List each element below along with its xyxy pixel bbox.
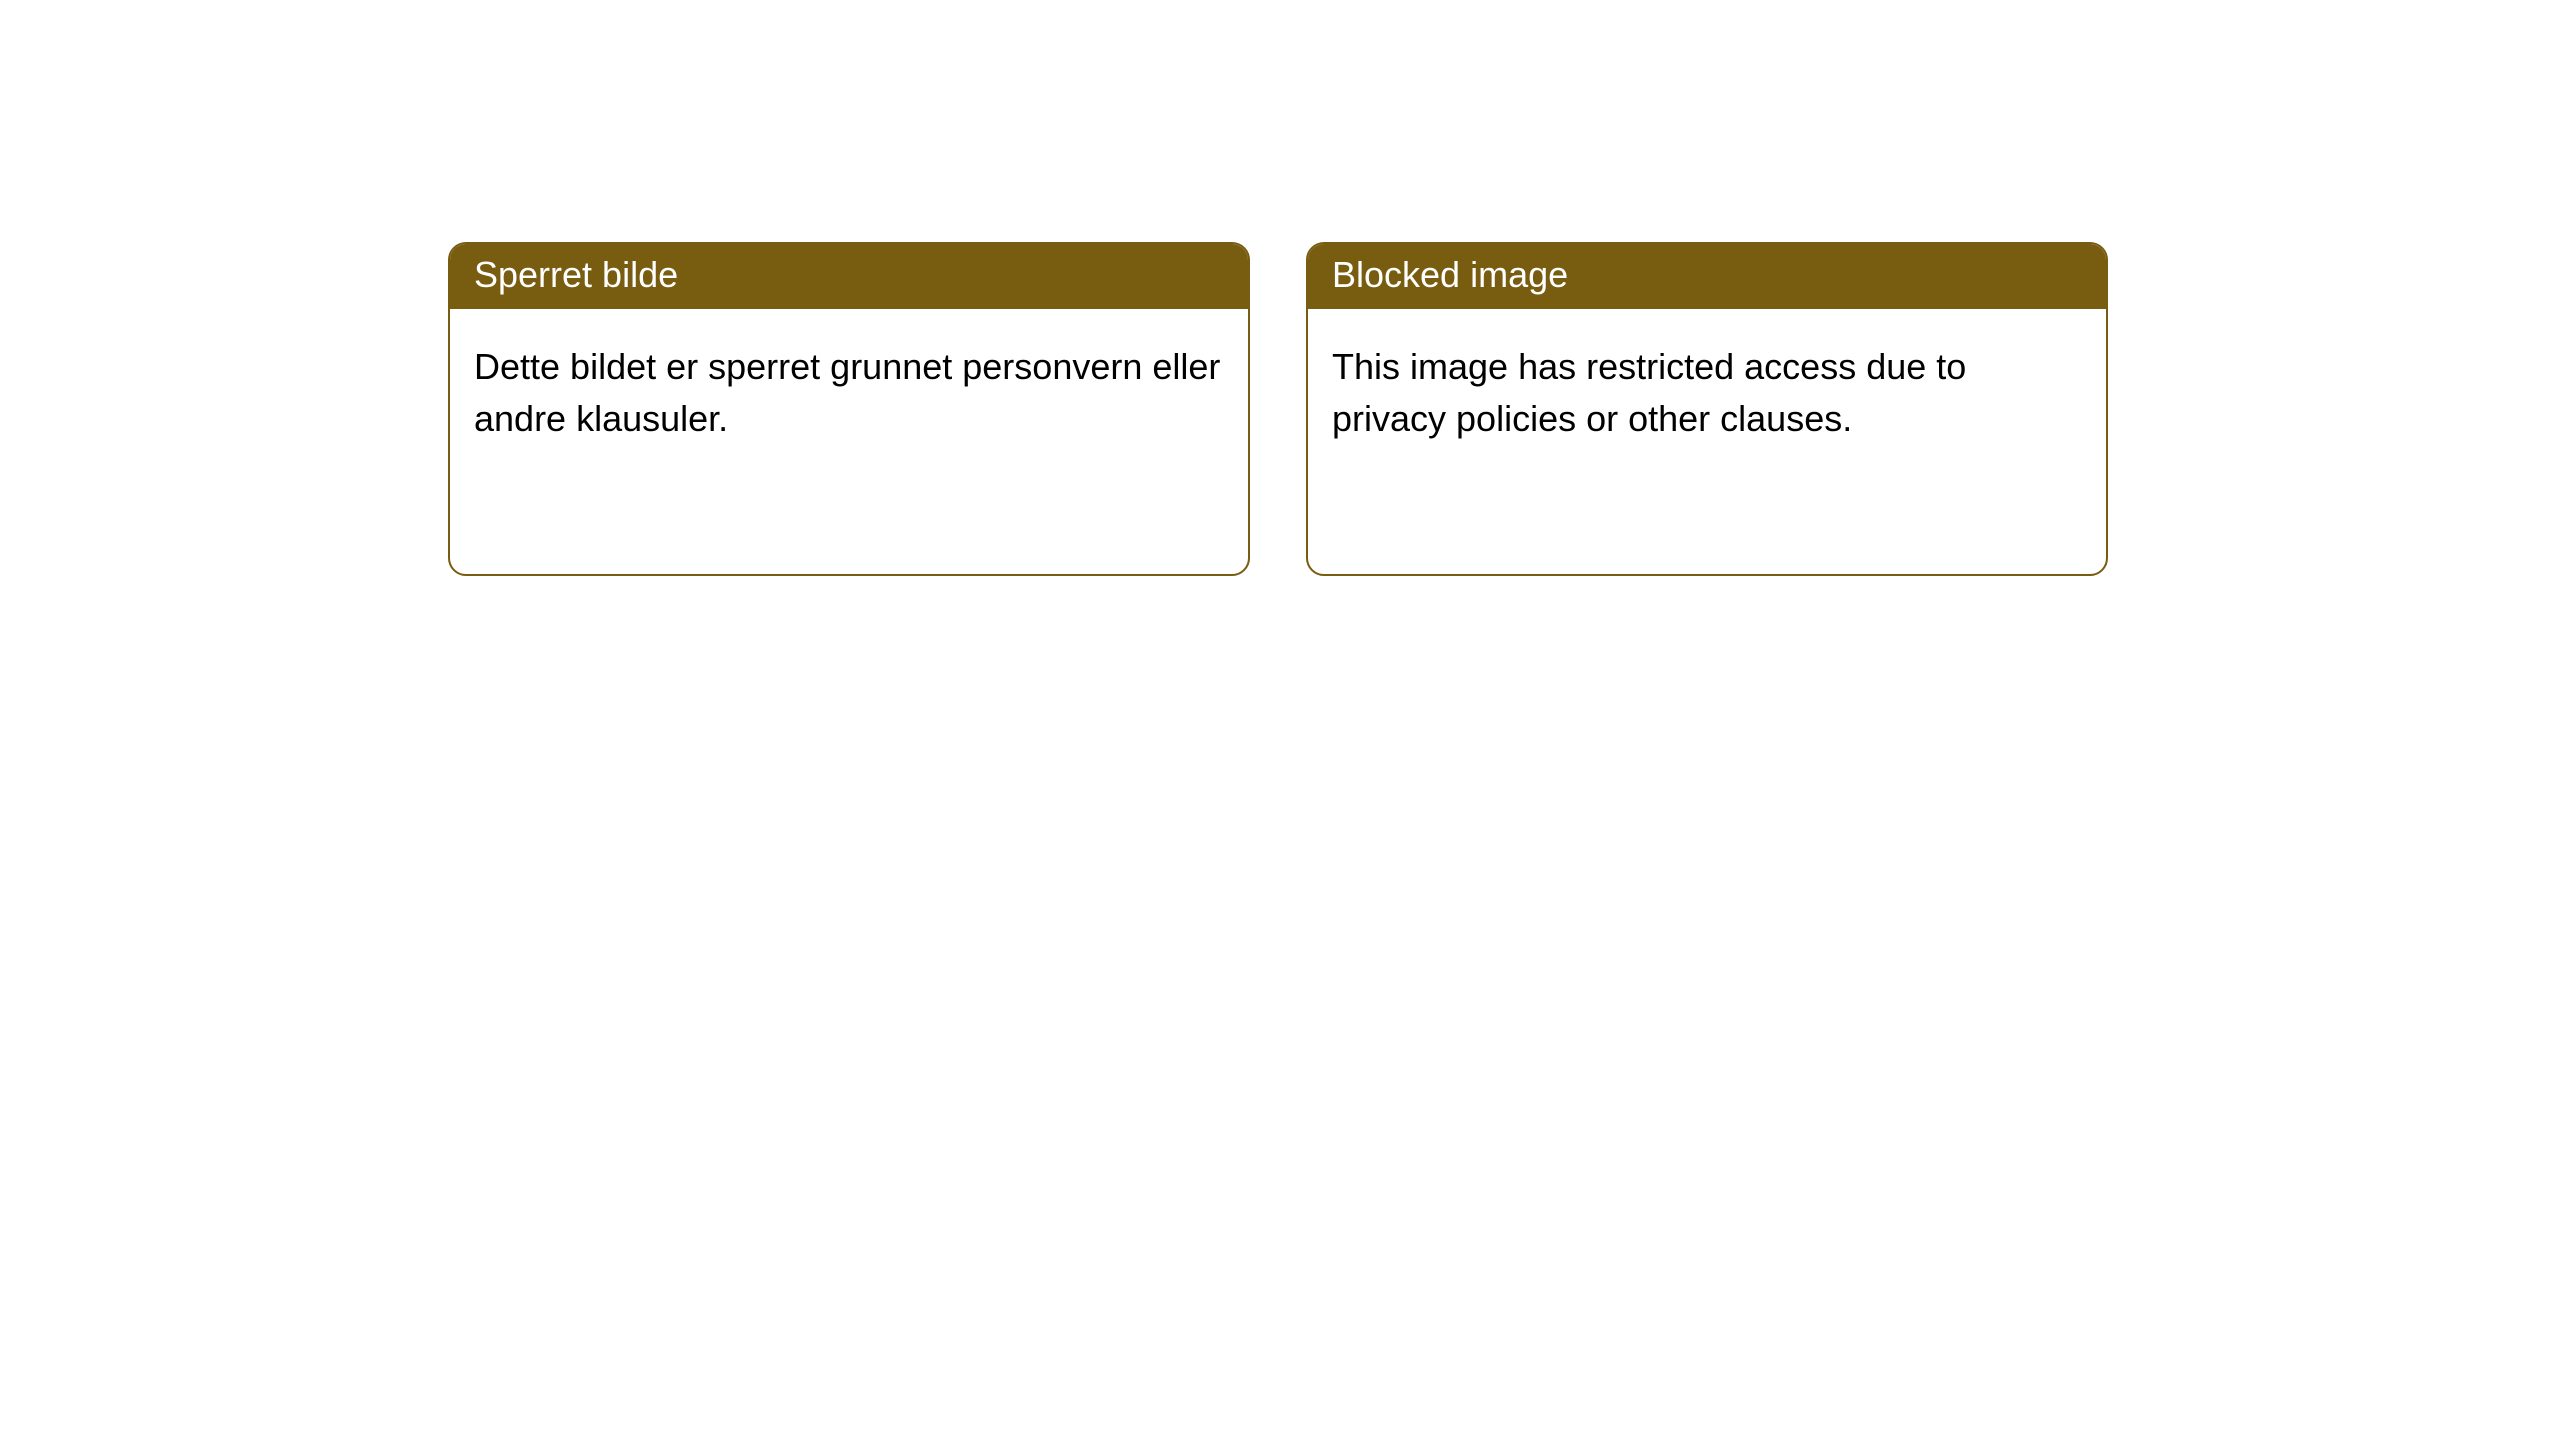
notice-card-norwegian: Sperret bilde Dette bildet er sperret gr… xyxy=(448,242,1250,576)
notice-card-english: Blocked image This image has restricted … xyxy=(1306,242,2108,576)
notice-body: Dette bildet er sperret grunnet personve… xyxy=(450,309,1248,477)
notice-body: This image has restricted access due to … xyxy=(1308,309,2106,477)
notice-header: Sperret bilde xyxy=(450,244,1248,309)
notice-header: Blocked image xyxy=(1308,244,2106,309)
notice-container: Sperret bilde Dette bildet er sperret gr… xyxy=(0,0,2560,576)
